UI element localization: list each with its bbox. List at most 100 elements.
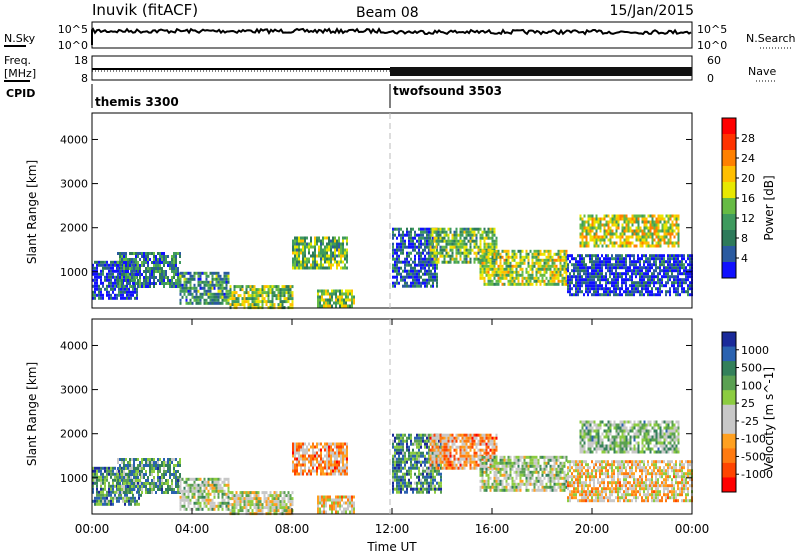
echo-cell — [408, 478, 410, 482]
echo-cell — [687, 278, 689, 282]
echo-cell — [396, 484, 398, 488]
echo-cell — [609, 263, 611, 267]
echo-cell — [663, 223, 666, 227]
echo-cell — [197, 298, 200, 302]
echo-cell — [116, 469, 118, 473]
echo-cell — [285, 291, 288, 295]
echo-cell — [159, 261, 161, 264]
echo-cell — [663, 220, 666, 224]
echo-cell — [277, 494, 280, 498]
echo-cell — [645, 290, 647, 294]
echo-cell — [406, 257, 408, 261]
echo-cell — [428, 257, 430, 261]
echo-cell — [571, 269, 573, 273]
echo-cell — [289, 303, 292, 307]
echo-cell — [155, 267, 157, 270]
echo-cell — [493, 227, 496, 231]
echo-cell — [227, 507, 230, 511]
echo-cell — [479, 264, 482, 268]
echo-cell — [129, 485, 131, 488]
echo-cell — [669, 263, 671, 267]
echo-cell — [139, 485, 141, 488]
echo-cell — [165, 482, 167, 485]
echo-cell — [595, 244, 598, 248]
echo-cell — [317, 495, 319, 499]
echo-cell — [394, 469, 396, 473]
echo-cell — [167, 458, 169, 461]
echo-cell — [321, 501, 323, 505]
echo-cell — [134, 502, 136, 506]
echo-cell — [655, 257, 657, 261]
echo-cell — [663, 260, 665, 264]
echo-cell — [287, 297, 290, 301]
echo-cell — [237, 303, 240, 307]
echo-cell — [545, 270, 548, 274]
echo-cell — [551, 258, 554, 262]
echo-cell — [583, 241, 586, 245]
colorbar-segment — [722, 262, 736, 279]
echo-cell — [291, 285, 294, 289]
echo-cell — [410, 269, 412, 273]
echo-cell — [575, 293, 577, 297]
echo-cell — [394, 457, 396, 461]
echo-cell — [689, 269, 691, 273]
echo-cell — [689, 254, 691, 258]
echo-cell — [643, 260, 645, 264]
echo-cell — [525, 255, 528, 259]
echo-cell — [573, 263, 575, 267]
echo-cell — [479, 273, 482, 277]
echo-cell — [677, 217, 680, 221]
echo-cell — [114, 484, 116, 488]
echo-cell — [199, 280, 202, 284]
echo-cell — [404, 263, 406, 267]
echo-cell — [106, 287, 108, 291]
echo-cell — [631, 290, 633, 294]
echo-cell — [229, 294, 232, 298]
echo-cell — [235, 291, 238, 295]
echo-cell — [281, 500, 284, 504]
echo-cell — [649, 220, 652, 224]
echo-cell — [400, 248, 402, 252]
echo-cell — [595, 229, 598, 233]
echo-cell — [334, 457, 336, 461]
echo-cell — [437, 239, 440, 243]
echo-cell — [567, 287, 569, 291]
echo-cell — [609, 229, 612, 233]
echo-cell — [289, 294, 292, 298]
echo-cell — [117, 458, 119, 461]
echo-cell — [104, 275, 106, 279]
echo-cell — [102, 284, 104, 288]
echo-cell — [617, 235, 620, 239]
echo-cell — [271, 503, 274, 507]
echo-cell — [577, 254, 579, 258]
echo-cell — [225, 501, 228, 505]
echo-cell — [171, 479, 173, 482]
echo-cell — [300, 454, 302, 458]
echo-cell — [521, 273, 524, 277]
echo-cell — [281, 491, 284, 495]
echo-cell — [412, 245, 414, 249]
echo-cell — [129, 282, 131, 285]
y-tick-label: 3000 — [60, 178, 88, 191]
echo-cell — [392, 269, 394, 273]
echo-cell — [119, 476, 121, 479]
echo-cell — [346, 463, 348, 467]
echo-cell — [183, 495, 186, 499]
echo-cell — [346, 248, 348, 252]
echo-cell — [581, 275, 583, 279]
echo-cell — [183, 286, 186, 290]
echo-cell — [613, 263, 615, 267]
echo-cell — [100, 290, 102, 294]
echo-cell — [327, 495, 329, 499]
echo-cell — [493, 242, 496, 246]
echo-cell — [615, 293, 617, 297]
echo-cell — [145, 282, 147, 285]
echo-cell — [261, 297, 264, 301]
echo-cell — [647, 284, 649, 288]
echo-cell — [573, 272, 575, 276]
echo-cell — [181, 477, 184, 481]
echo-cell — [314, 254, 316, 258]
echo-cell — [487, 258, 490, 262]
echo-cell — [175, 270, 177, 273]
echo-cell — [398, 469, 400, 473]
